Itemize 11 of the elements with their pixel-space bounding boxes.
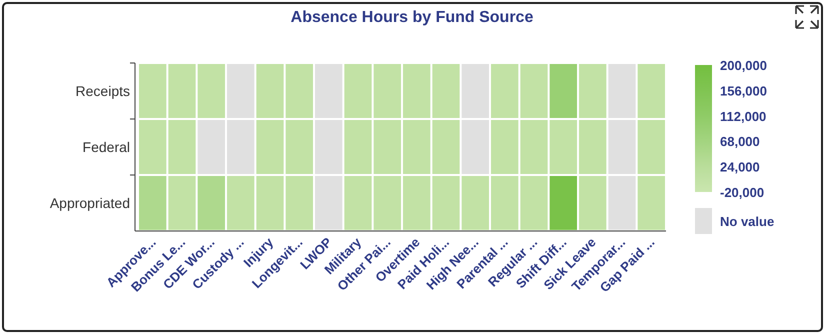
text: No value [720,214,774,229]
color-bar-label: 200,000 [720,58,767,73]
y-tick-label: Receipts [76,83,130,99]
color-bar-label: 156,000 [720,83,767,98]
y-tick-label: Federal [82,139,130,155]
chart-title: Absence Hours by Fund Source [290,9,534,26]
color-bar-label: 112,000 [720,108,766,124]
color-bar-label: -20,000 [720,185,764,200]
color-bar-label: 68,000 [720,134,760,150]
color-bar-label: 24,000 [720,160,760,175]
y-tick-label: Appropriated [50,195,130,211]
